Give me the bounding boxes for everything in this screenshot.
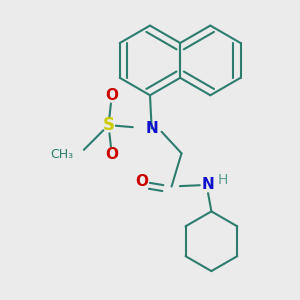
Text: O: O bbox=[105, 148, 118, 163]
Text: H: H bbox=[218, 173, 228, 187]
Text: N: N bbox=[202, 177, 214, 192]
Text: O: O bbox=[135, 174, 148, 189]
Text: N: N bbox=[145, 121, 158, 136]
Text: O: O bbox=[105, 88, 118, 103]
Text: CH₃: CH₃ bbox=[51, 148, 74, 161]
Text: S: S bbox=[103, 116, 115, 134]
